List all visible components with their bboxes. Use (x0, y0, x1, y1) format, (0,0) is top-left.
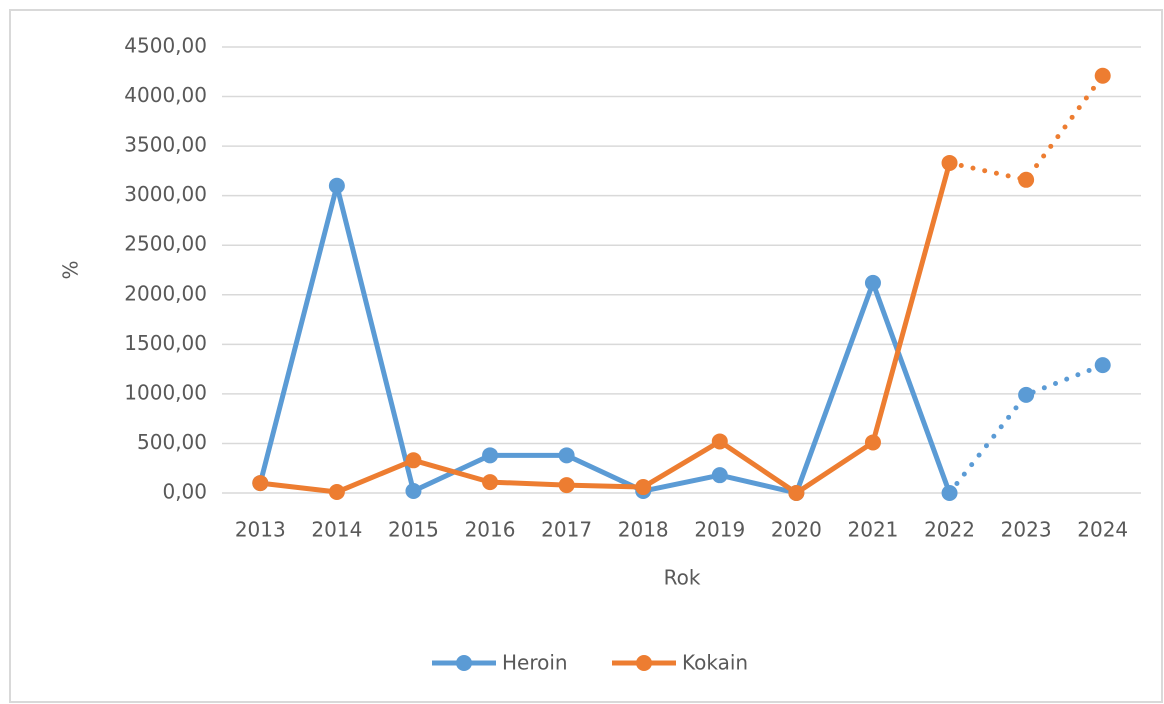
y-tick-label: 4000,00 (124, 83, 207, 107)
y-tick-label: 4500,00 (124, 34, 207, 58)
legend-label: Kokain (682, 651, 748, 675)
y-tick-label: 3000,00 (124, 182, 207, 206)
y-tick-label: 1500,00 (124, 331, 207, 355)
x-tick-label: 2022 (924, 518, 975, 542)
x-tick-label: 2016 (465, 518, 516, 542)
y-tick-label: 500,00 (137, 430, 207, 454)
point (864, 274, 881, 291)
point (941, 154, 958, 171)
projected-line (947, 362, 1106, 496)
point (711, 433, 728, 450)
chart-border (9, 9, 1163, 703)
legend-marker (636, 655, 652, 671)
legend-marker (456, 655, 472, 671)
x-tick-label: 2021 (848, 518, 899, 542)
point (558, 477, 575, 494)
x-tick-label: 2014 (311, 518, 362, 542)
series-line (257, 183, 952, 496)
point (711, 467, 728, 484)
point (1018, 386, 1035, 403)
x-tick-label: 2023 (1001, 518, 1052, 542)
point (864, 434, 881, 451)
point (482, 447, 499, 464)
point (635, 479, 652, 496)
y-tick-label: 3500,00 (124, 133, 207, 157)
point (941, 485, 958, 501)
legend-label: Heroin (502, 651, 568, 675)
x-tick-label: 2013 (235, 518, 286, 542)
point (482, 474, 499, 491)
x-tick-label: 2017 (541, 518, 592, 542)
x-tick-label: 2015 (388, 518, 439, 542)
y-tick-label: 2000,00 (124, 281, 207, 305)
x-axis-label: Rok (664, 566, 701, 590)
x-tick-label: 2024 (1077, 518, 1128, 542)
x-tick-label: 2020 (771, 518, 822, 542)
point (328, 177, 345, 194)
point (405, 452, 422, 469)
point (1094, 67, 1111, 84)
point (1018, 171, 1035, 188)
point (405, 483, 422, 500)
point (558, 447, 575, 464)
point (1094, 357, 1111, 374)
y-tick-label: 0,00 (162, 480, 207, 504)
y-axis-label: % (59, 260, 83, 279)
point (788, 485, 805, 501)
x-tick-label: 2018 (618, 518, 669, 542)
point (328, 484, 345, 501)
point (252, 475, 269, 492)
x-tick-label: 2019 (694, 518, 745, 542)
y-tick-label: 2500,00 (124, 232, 207, 256)
projected-line (947, 73, 1106, 183)
y-tick-label: 1000,00 (124, 380, 207, 404)
series-line (260, 162, 952, 496)
